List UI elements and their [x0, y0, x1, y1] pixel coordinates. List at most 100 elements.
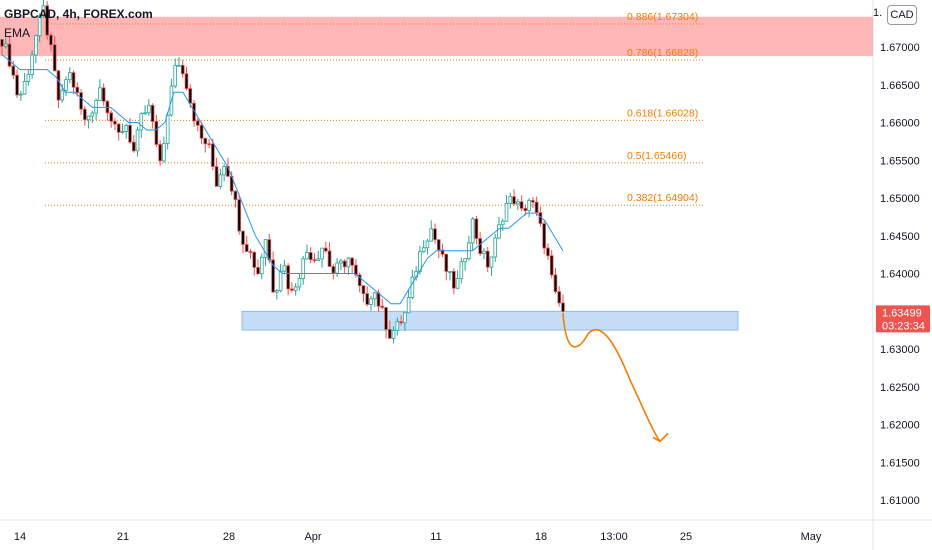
candle[interactable]: [109, 112, 113, 122]
candle[interactable]: [113, 120, 117, 125]
candle[interactable]: [290, 288, 294, 291]
candle[interactable]: [101, 87, 106, 102]
candle[interactable]: [22, 81, 27, 95]
candle[interactable]: [391, 330, 396, 339]
candle[interactable]: [395, 321, 400, 331]
candle[interactable]: [512, 196, 516, 205]
candle[interactable]: [37, 15, 42, 37]
candle[interactable]: [455, 277, 460, 289]
candle[interactable]: [470, 218, 475, 244]
candle[interactable]: [128, 125, 132, 143]
candle[interactable]: [527, 200, 531, 212]
candle[interactable]: [207, 143, 211, 146]
candle[interactable]: [0, 39, 4, 47]
candle[interactable]: [211, 143, 215, 167]
candle[interactable]: [143, 112, 147, 115]
candle[interactable]: [553, 274, 558, 293]
candle[interactable]: [305, 252, 309, 260]
candle[interactable]: [372, 292, 377, 300]
candle[interactable]: [433, 228, 437, 241]
candle[interactable]: [350, 257, 354, 266]
candle[interactable]: [459, 261, 464, 279]
current-price-label[interactable]: [876, 305, 930, 333]
candle[interactable]: [485, 250, 490, 268]
candle[interactable]: [534, 201, 539, 213]
candle[interactable]: [11, 65, 16, 76]
candle[interactable]: [380, 305, 385, 308]
candle[interactable]: [312, 259, 317, 262]
candle[interactable]: [384, 307, 388, 330]
candle[interactable]: [218, 174, 223, 187]
candle[interactable]: [504, 203, 509, 222]
candle[interactable]: [241, 230, 245, 245]
candle[interactable]: [131, 141, 136, 152]
candle[interactable]: [301, 258, 306, 279]
candle[interactable]: [259, 256, 264, 275]
candle[interactable]: [56, 70, 61, 101]
candle[interactable]: [41, 5, 46, 17]
candle[interactable]: [452, 271, 456, 289]
candle[interactable]: [233, 190, 238, 201]
ema-indicator-label[interactable]: EMA: [4, 26, 31, 40]
candle[interactable]: [436, 239, 441, 251]
candle[interactable]: [399, 321, 403, 324]
candle[interactable]: [327, 250, 332, 267]
candle[interactable]: [165, 114, 170, 144]
candle[interactable]: [286, 265, 290, 290]
candle[interactable]: [158, 144, 162, 162]
candle[interactable]: [278, 270, 283, 292]
forecast-arrow[interactable]: [562, 312, 661, 442]
candle[interactable]: [180, 64, 185, 75]
candle[interactable]: [199, 124, 204, 139]
candle[interactable]: [90, 112, 95, 117]
candle[interactable]: [192, 102, 196, 122]
candle[interactable]: [34, 35, 38, 56]
candle[interactable]: [482, 250, 486, 254]
candle[interactable]: [508, 196, 513, 204]
candle[interactable]: [214, 166, 219, 187]
candle[interactable]: [425, 240, 430, 249]
candle[interactable]: [248, 251, 253, 253]
candle[interactable]: [263, 239, 268, 258]
candle[interactable]: [139, 113, 144, 131]
candle[interactable]: [519, 201, 524, 209]
ema-line[interactable]: [1, 54, 564, 305]
candle[interactable]: [19, 93, 23, 96]
candle[interactable]: [297, 278, 302, 288]
candle[interactable]: [154, 121, 159, 145]
currency-button[interactable]: CAD: [887, 5, 917, 25]
candle[interactable]: [406, 297, 411, 314]
candle[interactable]: [474, 218, 479, 239]
candle[interactable]: [147, 104, 151, 114]
candle[interactable]: [365, 293, 370, 305]
candle[interactable]: [173, 65, 177, 87]
candle[interactable]: [357, 274, 362, 287]
candle[interactable]: [15, 74, 19, 96]
candle[interactable]: [376, 292, 381, 307]
candle[interactable]: [124, 125, 129, 132]
candle[interactable]: [493, 237, 498, 258]
candle[interactable]: [549, 255, 554, 276]
candle[interactable]: [497, 224, 501, 239]
candle[interactable]: [86, 115, 91, 121]
candle[interactable]: [421, 247, 426, 253]
candle[interactable]: [339, 260, 343, 264]
candle[interactable]: [60, 89, 65, 101]
candle[interactable]: [184, 73, 189, 89]
candle[interactable]: [94, 100, 98, 114]
candle[interactable]: [271, 259, 275, 293]
candle[interactable]: [293, 286, 298, 291]
candle[interactable]: [135, 129, 140, 152]
candle[interactable]: [531, 200, 535, 203]
candle[interactable]: [316, 258, 321, 261]
candle[interactable]: [346, 257, 351, 268]
candle[interactable]: [195, 120, 200, 126]
candle[interactable]: [308, 252, 313, 261]
candle[interactable]: [177, 64, 181, 67]
candle[interactable]: [222, 165, 226, 176]
candle[interactable]: [388, 329, 392, 339]
candle[interactable]: [410, 276, 415, 298]
candle[interactable]: [561, 302, 565, 312]
candle[interactable]: [448, 271, 452, 273]
candle[interactable]: [237, 199, 242, 232]
